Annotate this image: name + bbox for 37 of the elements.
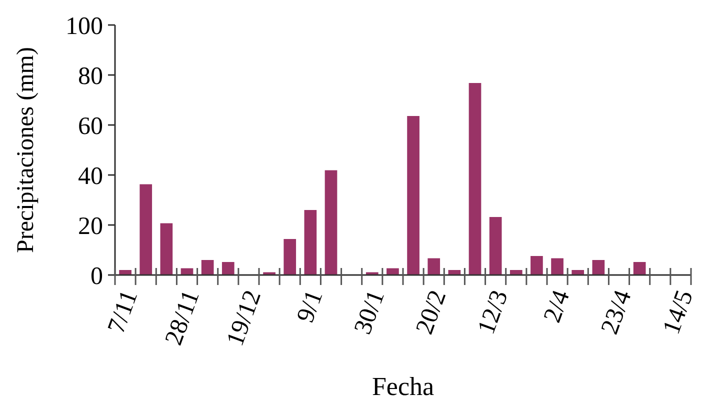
bar: [140, 184, 152, 275]
bar: [407, 116, 420, 275]
bar: [572, 270, 584, 275]
bar: [428, 258, 440, 275]
x-tick-label: 28/11: [160, 286, 205, 349]
bar: [489, 217, 502, 275]
y-tick-label: 40: [78, 162, 103, 190]
x-tick-label: 23/4: [596, 286, 638, 338]
y-axis-title: Precipitaciones (mm): [13, 47, 39, 253]
x-tick-label: 14/5: [658, 286, 699, 338]
x-tick-label: 2/4: [538, 286, 576, 326]
x-tick-label: 19/12: [222, 286, 267, 350]
x-tick-label: 20/2: [411, 286, 452, 338]
x-tick-label: 9/1: [292, 286, 328, 326]
bar: [222, 262, 234, 275]
x-tick-label: 7/11: [102, 286, 144, 337]
x-tick-label: 12/3: [472, 286, 514, 338]
bar: [201, 260, 214, 275]
bar: [284, 239, 296, 275]
y-tick-label: 60: [78, 112, 103, 140]
bar: [386, 268, 399, 275]
bar: [468, 83, 482, 275]
y-tick-label: 0: [90, 262, 103, 290]
bar: [510, 270, 522, 275]
x-tick-label: 30/1: [349, 286, 390, 338]
bar: [592, 260, 605, 275]
bar: [304, 210, 317, 275]
bar: [324, 170, 338, 275]
y-tick-label: 20: [78, 212, 103, 240]
bar: [160, 223, 173, 275]
y-tick-label: 100: [66, 12, 103, 40]
bar: [551, 258, 564, 275]
bar: [530, 256, 543, 275]
y-tick-label: 80: [78, 62, 103, 90]
bar: [119, 270, 132, 275]
x-axis-title: Fecha: [372, 372, 434, 401]
bar: [633, 262, 646, 275]
